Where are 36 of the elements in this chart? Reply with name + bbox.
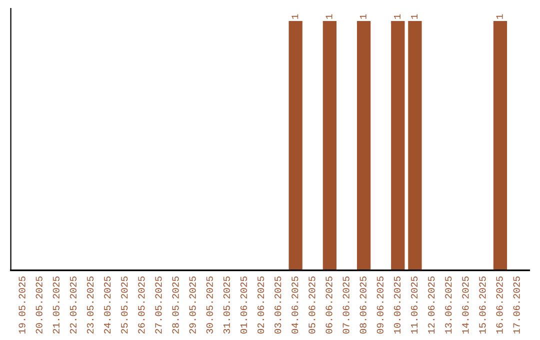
x-tick-label: 08.06.2025 — [360, 276, 366, 334]
x-tick-label: 30.05.2025 — [206, 276, 213, 334]
x-tick-label: 04.06.2025 — [292, 276, 298, 334]
x-tick-label: 09.06.2025 — [376, 276, 384, 334]
data-label: 1 — [394, 14, 400, 19]
x-tick-label: 06.06.2025 — [326, 276, 332, 334]
x-tick-label: 22.05.2025 — [70, 276, 77, 334]
x-tick-label: 07.06.2025 — [342, 276, 350, 334]
data-label: 1 — [292, 14, 298, 19]
x-tick-label: 31.05.2025 — [223, 276, 230, 334]
data-label: 1 — [360, 14, 366, 19]
x-tick-label: 12.06.2025 — [428, 276, 435, 334]
data-label: 1 — [326, 14, 332, 19]
x-tick-label: 03.06.2025 — [274, 276, 282, 334]
x-tick-label: 01.06.2025 — [240, 276, 248, 334]
x-tick-label: 21.05.2025 — [52, 276, 60, 334]
x-tick-label: 24.05.2025 — [104, 276, 111, 334]
x-tick-label: 19.05.2025 — [18, 276, 26, 334]
x-tick-label: 02.06.2025 — [257, 276, 264, 334]
x-tick-label: 14.06.2025 — [462, 276, 469, 334]
x-tick-label: 26.05.2025 — [138, 276, 145, 334]
x-tick-label: 05.06.2025 — [308, 276, 316, 334]
x-tick-label: 15.06.2025 — [479, 276, 486, 334]
x-tick-label: 20.05.2025 — [36, 276, 42, 334]
x-tick-label: 23.05.2025 — [86, 276, 94, 334]
x-tick-label: 13.06.2025 — [445, 276, 452, 334]
x-tick-label: 10.06.2025 — [394, 276, 401, 334]
x-tick-label: 29.05.2025 — [189, 276, 196, 334]
x-tick-label: 17.06.2025 — [513, 276, 520, 334]
x-tick-label: 16.06.2025 — [496, 276, 503, 334]
x-tick-label: 28.05.2025 — [172, 276, 179, 334]
data-label: 1 — [496, 14, 503, 19]
x-tick-label: 27.05.2025 — [155, 276, 162, 334]
x-tick-label: 25.05.2025 — [121, 276, 128, 334]
data-label: 1 — [411, 14, 418, 19]
x-tick-label: 11.06.2025 — [410, 276, 418, 334]
